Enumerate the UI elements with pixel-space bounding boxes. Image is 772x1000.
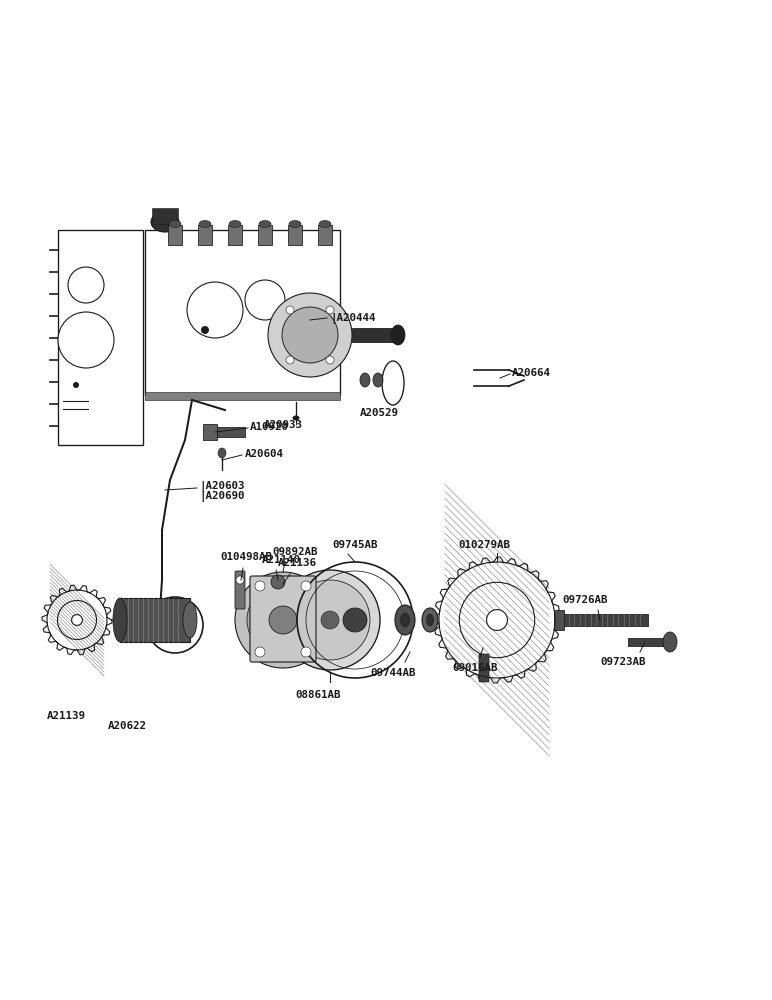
Circle shape [290, 580, 370, 660]
Circle shape [282, 307, 338, 363]
Circle shape [301, 581, 311, 591]
FancyBboxPatch shape [258, 225, 272, 245]
FancyBboxPatch shape [560, 614, 648, 626]
Ellipse shape [289, 221, 301, 228]
Circle shape [286, 306, 294, 314]
Text: A20664: A20664 [512, 368, 551, 378]
Circle shape [486, 610, 507, 630]
Text: 09726AB: 09726AB [562, 595, 608, 605]
Text: 010279AB: 010279AB [458, 540, 510, 550]
Text: A20622: A20622 [108, 721, 147, 731]
Ellipse shape [391, 325, 405, 345]
Circle shape [269, 606, 297, 634]
Text: A21136: A21136 [278, 558, 317, 568]
Circle shape [245, 280, 285, 320]
Ellipse shape [113, 598, 127, 642]
Ellipse shape [422, 608, 438, 632]
Text: 010498AB: 010498AB [220, 552, 272, 562]
FancyBboxPatch shape [628, 638, 670, 646]
Ellipse shape [151, 212, 179, 232]
Circle shape [326, 356, 334, 364]
FancyBboxPatch shape [168, 225, 182, 245]
Ellipse shape [360, 373, 370, 387]
Circle shape [58, 312, 114, 368]
Ellipse shape [259, 221, 271, 228]
Ellipse shape [426, 614, 434, 626]
Circle shape [255, 647, 265, 657]
Text: A21140: A21140 [262, 555, 301, 565]
Circle shape [255, 581, 265, 591]
FancyBboxPatch shape [554, 610, 564, 630]
Circle shape [68, 267, 104, 303]
Ellipse shape [395, 605, 415, 635]
Text: A20933: A20933 [264, 420, 303, 430]
FancyBboxPatch shape [352, 328, 394, 342]
Circle shape [286, 356, 294, 364]
FancyBboxPatch shape [203, 424, 217, 440]
Text: A20604: A20604 [245, 449, 284, 459]
Text: 09723AB: 09723AB [600, 657, 645, 667]
Circle shape [326, 306, 334, 314]
Ellipse shape [373, 373, 383, 387]
Text: 09745AB: 09745AB [332, 540, 378, 550]
FancyBboxPatch shape [198, 225, 212, 245]
Ellipse shape [183, 602, 197, 638]
Text: A20529: A20529 [360, 408, 399, 418]
Text: 09744AB: 09744AB [370, 668, 415, 678]
Ellipse shape [663, 632, 677, 652]
Text: 08861AB: 08861AB [295, 690, 340, 700]
Circle shape [247, 584, 319, 656]
FancyBboxPatch shape [215, 427, 245, 437]
FancyBboxPatch shape [250, 576, 316, 662]
Circle shape [280, 570, 380, 670]
Circle shape [201, 326, 209, 334]
Circle shape [235, 572, 331, 668]
Ellipse shape [229, 221, 241, 228]
FancyBboxPatch shape [145, 392, 340, 400]
Ellipse shape [199, 221, 211, 228]
Ellipse shape [293, 416, 300, 420]
Text: A21139: A21139 [47, 711, 86, 721]
FancyBboxPatch shape [152, 208, 178, 224]
Ellipse shape [319, 221, 331, 228]
Circle shape [236, 576, 244, 584]
FancyBboxPatch shape [120, 598, 190, 642]
Circle shape [321, 611, 339, 629]
Circle shape [187, 282, 243, 338]
Text: 09892AB: 09892AB [272, 547, 317, 557]
Text: A10920: A10920 [250, 422, 289, 432]
Text: |A20690: |A20690 [199, 491, 245, 502]
Text: |A20603: |A20603 [199, 482, 245, 492]
Circle shape [72, 615, 83, 625]
Text: 09016AB: 09016AB [452, 663, 497, 673]
Text: |A20444: |A20444 [330, 312, 375, 324]
FancyBboxPatch shape [318, 225, 332, 245]
FancyBboxPatch shape [479, 654, 489, 682]
Ellipse shape [401, 613, 409, 627]
Circle shape [271, 575, 285, 589]
FancyBboxPatch shape [228, 225, 242, 245]
Circle shape [268, 293, 352, 377]
Circle shape [301, 647, 311, 657]
Circle shape [343, 608, 367, 632]
Circle shape [73, 382, 79, 388]
Ellipse shape [169, 221, 181, 228]
Ellipse shape [218, 448, 226, 458]
FancyBboxPatch shape [288, 225, 302, 245]
FancyBboxPatch shape [235, 571, 245, 609]
